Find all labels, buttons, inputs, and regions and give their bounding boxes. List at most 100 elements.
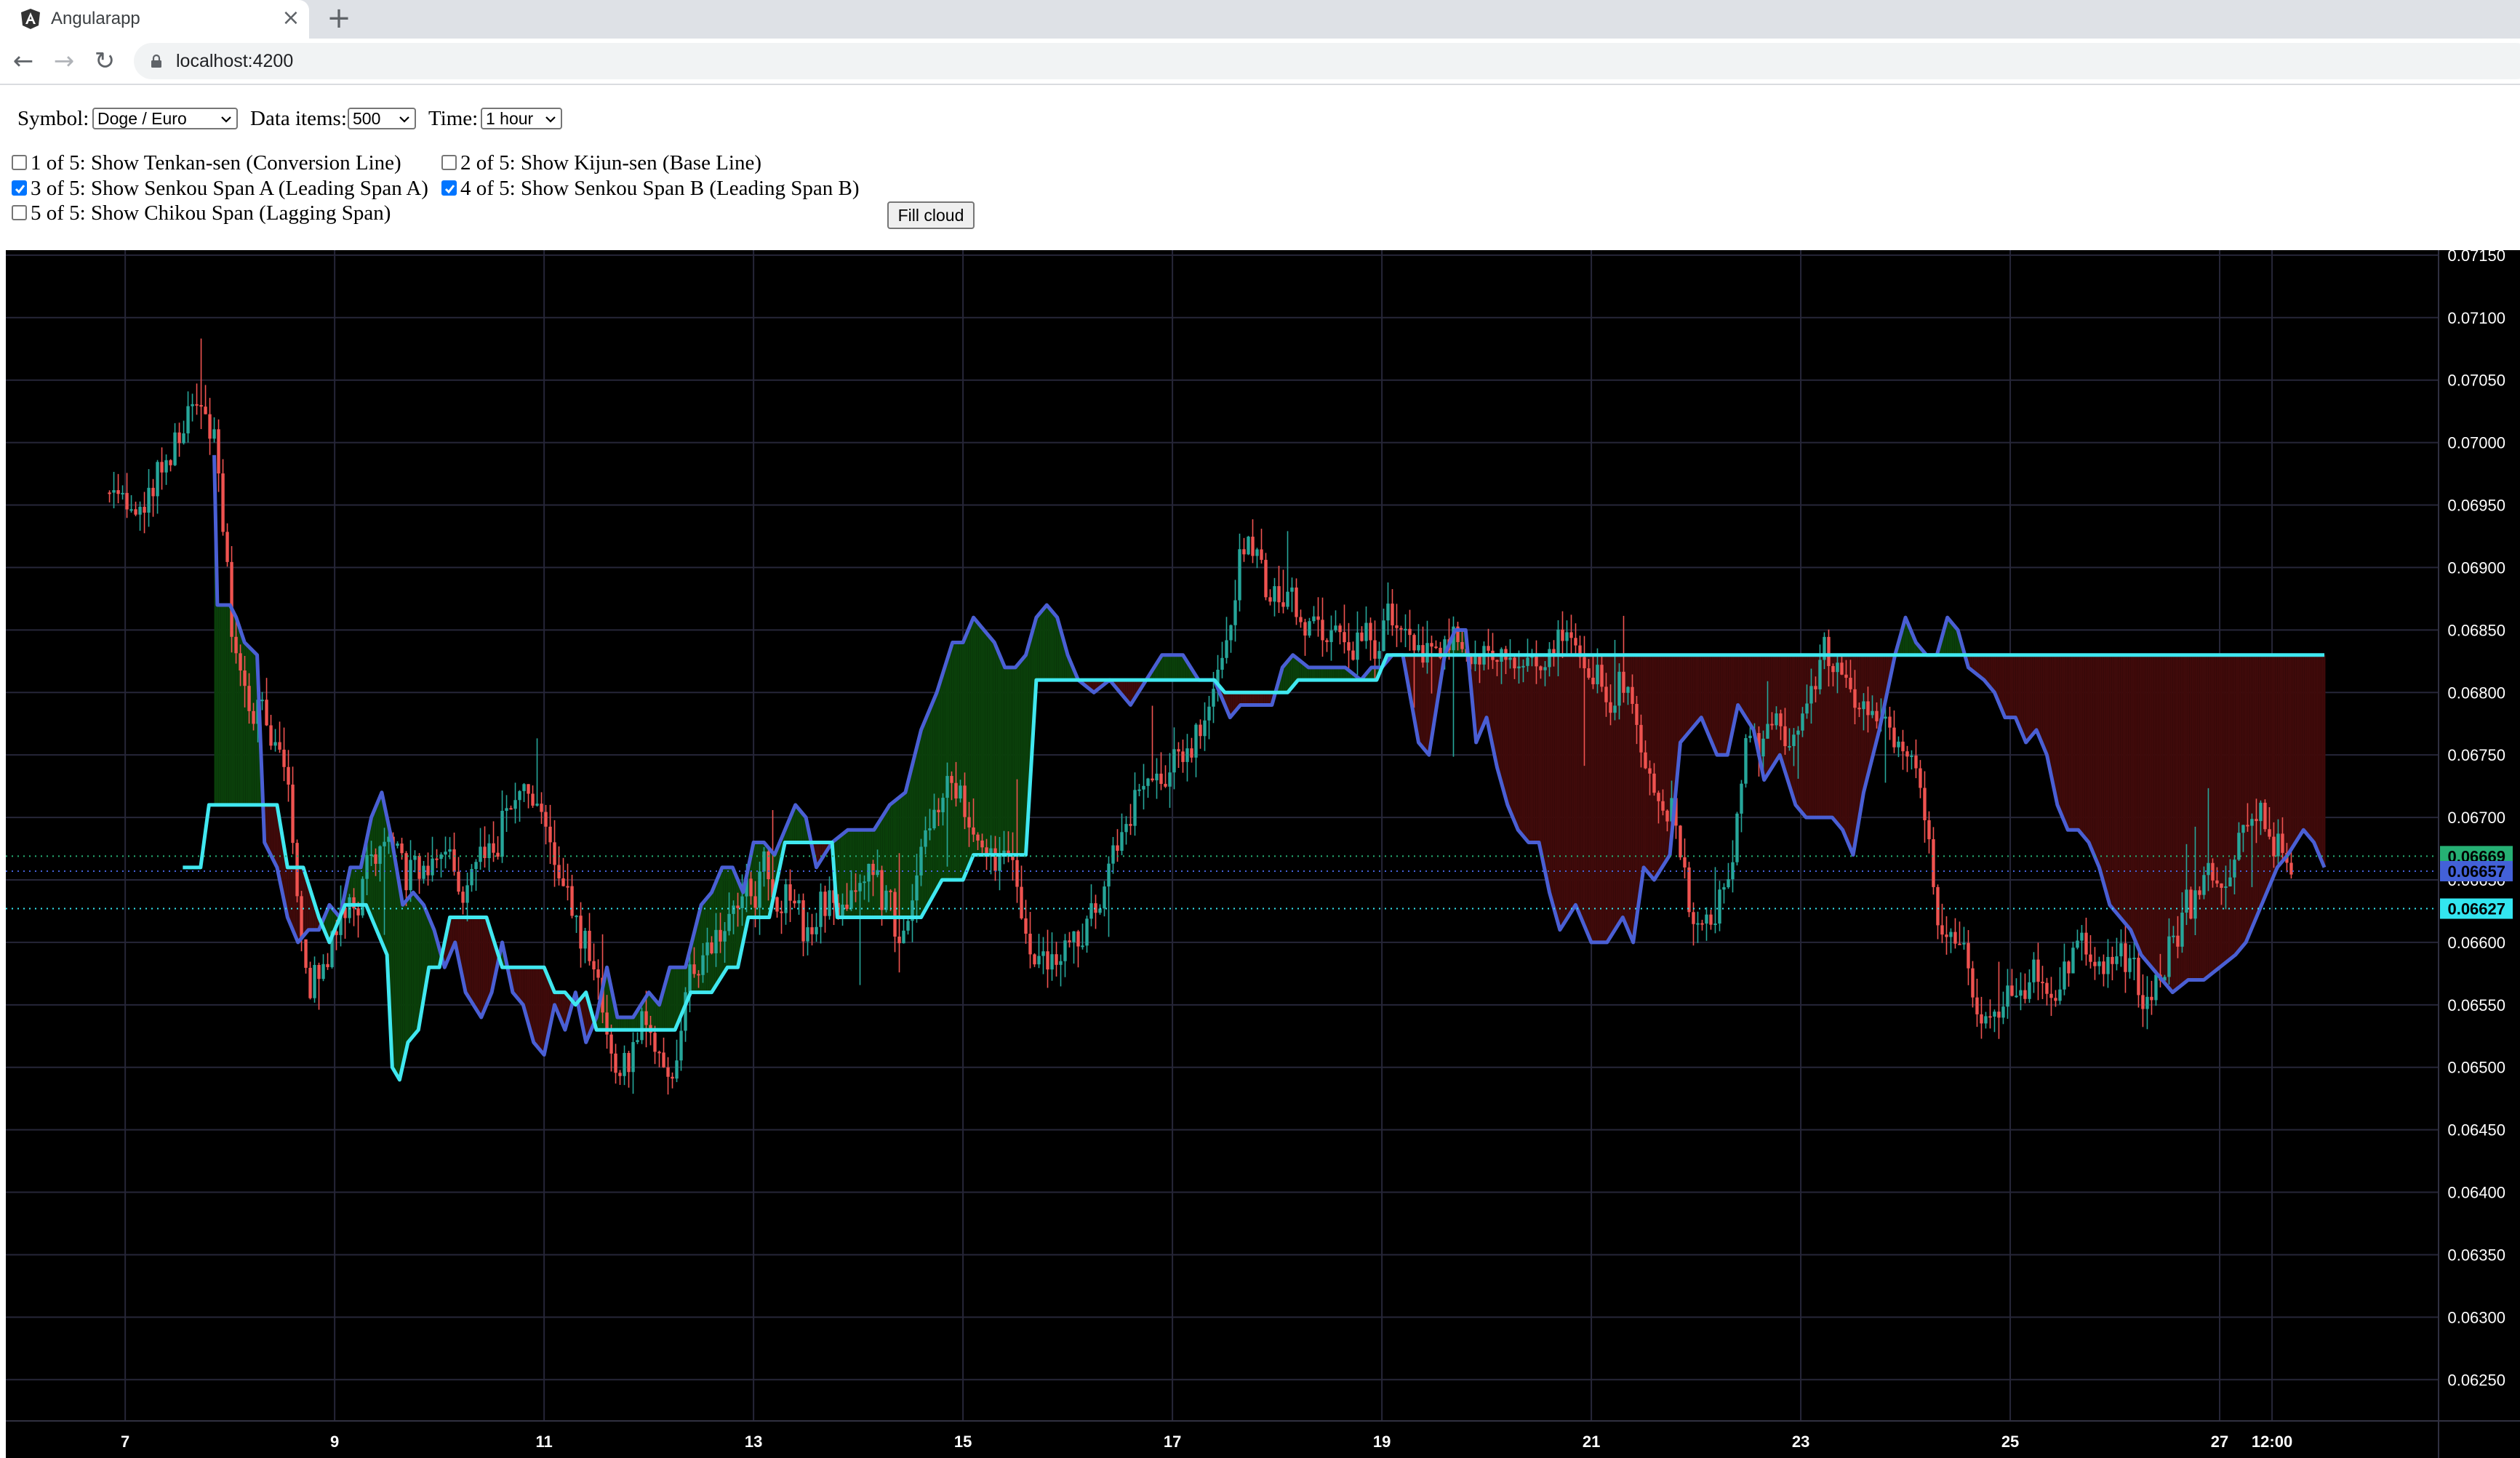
cloud-bear-segment <box>1756 654 1759 750</box>
cloud-bear-segment <box>1607 654 1609 942</box>
candle-body <box>1988 1016 1992 1018</box>
candle-body <box>2176 935 2180 947</box>
candle-body <box>1041 951 1045 956</box>
cloud-bear-segment <box>1544 654 1547 878</box>
cloud-bear-segment <box>1619 654 1622 923</box>
candle-body <box>448 849 452 852</box>
cloud-bull-segment <box>224 604 227 805</box>
cloud-bear-segment <box>1609 654 1612 940</box>
candle-body <box>675 1060 679 1079</box>
back-arrow-icon[interactable]: ← <box>12 47 34 76</box>
cloud-bear-segment <box>1749 654 1752 727</box>
cloud-bear-segment <box>1516 654 1519 831</box>
cloud-bull-segment <box>385 812 388 978</box>
candle-body <box>1910 756 1913 758</box>
cloud-bear-segment <box>1841 654 1844 833</box>
x-tick-label: 21 <box>1583 1433 1600 1451</box>
candle-body <box>1901 741 1905 752</box>
cloud-bull-segment <box>844 830 847 918</box>
candle-body <box>2141 995 2145 1009</box>
cloud-bear-segment <box>1596 654 1599 942</box>
candle-body <box>2006 985 2009 1007</box>
address-bar[interactable]: localhost:4200 <box>134 43 2520 79</box>
cloud-bear-segment <box>538 967 541 1052</box>
candle-body <box>884 890 888 910</box>
cloud-bear-segment <box>1252 692 1255 705</box>
cloud-bear-segment <box>2151 654 2154 970</box>
ichimoku-chart-svg[interactable]: 0.07150 0.07100 0.07050 0.07000 0.06950 0.069… <box>6 250 2520 1458</box>
candle-body <box>767 851 770 880</box>
close-icon[interactable]: × <box>281 5 300 31</box>
senkou-span-a-checkbox[interactable] <box>12 180 27 196</box>
fill-cloud-button[interactable]: Fill cloud <box>887 201 975 229</box>
cloud-bear-segment <box>1497 654 1500 779</box>
candle-body <box>1875 710 1879 721</box>
browser-tab[interactable]: Angularapp × <box>0 0 309 39</box>
cloud-bear-segment <box>2266 654 2269 893</box>
candle-body <box>1583 657 1586 668</box>
candle-body <box>710 942 713 953</box>
cloud-bear-segment <box>1697 654 1700 723</box>
cloud-bear-segment <box>1481 654 1484 730</box>
cloud-bear-segment <box>2141 654 2143 958</box>
cloud-bear-segment <box>2087 654 2089 843</box>
cloud-bull-segment <box>1305 665 1308 681</box>
cloud-bear-segment <box>1799 654 1802 813</box>
cloud-bear-segment <box>271 804 273 860</box>
candle-body <box>1399 628 1403 630</box>
candle-body <box>1661 801 1665 811</box>
candle-body <box>2241 825 2245 833</box>
cloud-bull-segment <box>897 797 900 918</box>
cloud-bear-segment <box>2116 654 2119 916</box>
price-chart[interactable]: 0.07150 0.07100 0.07050 0.07000 0.06950 0.069… <box>6 250 2520 1458</box>
cloud-bear-segment <box>528 967 531 1031</box>
tenkan-sen-checkbox[interactable] <box>12 155 27 170</box>
senkou-span-b-checkbox[interactable] <box>441 180 457 196</box>
plus-icon[interactable]: + <box>327 1 351 35</box>
cloud-bear-segment <box>1992 654 1995 693</box>
candle-body <box>116 490 120 494</box>
candle-body <box>880 870 884 910</box>
cloud-bull-segment <box>712 884 715 991</box>
cloud-bear-segment <box>1873 654 1876 756</box>
candle-body <box>1072 931 1076 942</box>
tenkan-sen-label: 1 of 5: Show Tenkan-sen (Conversion Line… <box>31 151 401 175</box>
candle-body <box>544 812 548 827</box>
candle-body <box>195 404 199 406</box>
cloud-bull-segment <box>1954 626 1957 655</box>
candle-body <box>273 742 277 746</box>
cloud-bear-segment <box>1971 654 1974 672</box>
cloud-bear-segment <box>2021 654 2024 738</box>
candles <box>108 338 2293 1095</box>
candle-body <box>1460 641 1464 649</box>
candle-body <box>1033 954 1036 965</box>
forward-arrow-icon[interactable]: → <box>53 47 75 76</box>
candle-body <box>2180 913 2184 947</box>
cloud-bear-segment <box>1632 654 1635 940</box>
cloud-bull-segment <box>1020 658 1023 855</box>
chikou-span-checkbox[interactable] <box>12 205 27 220</box>
symbol-select[interactable]: Doge / Euro <box>92 108 238 129</box>
candle-body <box>727 913 731 932</box>
cloud-bear-segment <box>2030 654 2033 738</box>
candle-body <box>662 1052 665 1068</box>
candle-body <box>749 878 753 897</box>
cloud-bear-segment <box>1554 654 1557 919</box>
time-select[interactable]: 1 hour <box>481 108 562 129</box>
cloud-bull-segment <box>1295 657 1297 684</box>
candle-body <box>1548 649 1551 668</box>
candle-body <box>1727 879 1730 888</box>
reload-icon[interactable]: ↻ <box>94 47 116 76</box>
data-items-select[interactable]: 500 <box>348 108 416 129</box>
candle-body <box>745 878 748 897</box>
candle-body <box>1404 628 1407 630</box>
cloud-bull-segment <box>1056 616 1059 681</box>
candle-body <box>1709 914 1713 925</box>
candle-body <box>1124 824 1128 833</box>
cloud-bear-segment <box>1789 654 1792 792</box>
cloud-bear-segment <box>1621 654 1624 920</box>
candle-body <box>2049 993 2053 998</box>
cloud-bear-segment <box>1540 654 1543 858</box>
cloud-bear-segment <box>268 804 271 855</box>
kijun-sen-checkbox[interactable] <box>441 155 457 170</box>
